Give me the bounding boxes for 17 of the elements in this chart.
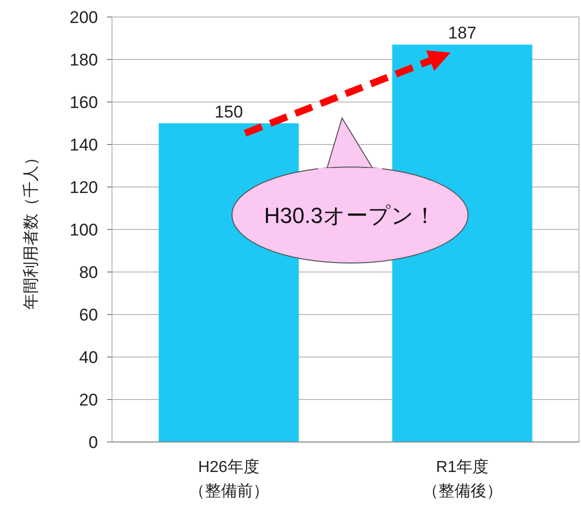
data-label: 187 [448,24,476,43]
y-tick-label: 180 [70,50,98,70]
x-tick-label: R1年度（整備後） [422,458,502,500]
y-tick-label: 80 [79,263,98,282]
annotation: H30.3オープン！ [264,203,436,228]
y-tick-label: 120 [70,178,98,197]
y-tick-label: 20 [79,390,98,410]
y-tick-label: 140 [70,136,98,154]
y-tick-label: 200 [70,8,98,27]
y-tick-label: 0 [88,433,98,452]
y-tick-label: 160 [70,93,98,112]
x-tick-label: H26年度（整備前） [188,458,269,500]
data-label: 150 [214,102,243,122]
y-axis-title: 年間利用者数（千人） [22,150,40,310]
y-tick-label: 40 [79,348,98,367]
y-tick-label: 100 [70,220,98,240]
y-tick-label: 60 [79,306,98,324]
